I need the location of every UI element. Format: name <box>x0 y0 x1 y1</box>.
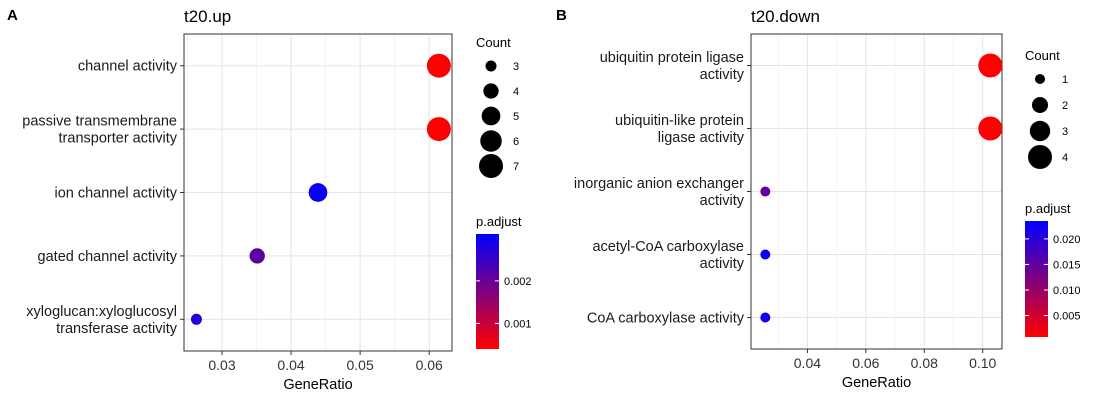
colorbar-tick-label: 0.005 <box>1053 311 1081 323</box>
y-tick-label: acetyl-CoA carboxylase <box>592 239 744 255</box>
panel-label: B <box>556 7 567 24</box>
y-tick-label: inorganic anion exchanger <box>574 176 744 192</box>
count-legend-label: 6 <box>513 136 519 148</box>
colorbar-tick-label: 0.020 <box>1053 234 1081 246</box>
data-point <box>426 117 451 142</box>
y-tick-label: activity <box>700 193 745 209</box>
colorbar-tick-label: 0.001 <box>504 318 532 330</box>
count-legend-key <box>485 60 497 72</box>
y-tick-label: ubiquitin protein ligase <box>600 50 744 66</box>
y-tick-label: ligase activity <box>658 130 745 146</box>
x-tick-label: 0.06 <box>416 357 443 373</box>
x-tick-label: 0.06 <box>852 355 879 371</box>
p-adjust-legend-title: p.adjust <box>1025 201 1071 216</box>
count-legend-label: 3 <box>1062 126 1068 138</box>
count-legend-label: 4 <box>513 86 519 98</box>
count-legend-title: Count <box>476 35 511 50</box>
y-tick-label: ubiquitin-like protein <box>615 113 744 129</box>
x-tick-label: 0.03 <box>208 357 235 373</box>
data-point <box>978 116 1003 141</box>
y-tick-label: ion channel activity <box>54 186 177 202</box>
data-point <box>308 183 328 202</box>
count-legend-label: 1 <box>1062 74 1068 86</box>
y-tick-label: xyloglucan:xyloglucosyl <box>26 304 177 320</box>
y-tick-label: passive transmembrane <box>22 114 177 130</box>
gridlines <box>184 34 452 351</box>
y-tick-label: channel activity <box>78 59 178 75</box>
y-tick-label: transporter activity <box>59 131 178 147</box>
count-legend-key <box>1028 145 1052 169</box>
plot-title: t20.down <box>751 7 820 26</box>
count-legend-key <box>479 154 503 178</box>
y-tick-label: activity <box>700 256 745 272</box>
data-point <box>978 53 1003 78</box>
x-axis-title: GeneRatio <box>283 377 352 393</box>
colorbar-tick-label: 0.002 <box>504 276 532 288</box>
y-tick-label: gated channel activity <box>38 249 178 265</box>
plot-title: t20.up <box>184 7 231 26</box>
gridlines <box>751 34 1002 349</box>
count-legend-key <box>483 83 499 99</box>
x-tick-label: 0.08 <box>911 355 938 371</box>
data-point <box>426 53 451 78</box>
data-point <box>190 313 202 325</box>
count-legend-key <box>1031 96 1049 114</box>
count-legend-label: 7 <box>513 161 519 173</box>
count-legend-label: 2 <box>1062 100 1068 112</box>
count-legend-key <box>1029 120 1051 142</box>
count-legend-key <box>480 130 502 152</box>
data-point <box>249 248 265 264</box>
data-point <box>760 186 771 197</box>
x-tick-label: 0.04 <box>794 355 821 371</box>
p-adjust-legend-title: p.adjust <box>476 214 522 229</box>
p-adjust-colorbar <box>1025 221 1048 337</box>
x-tick-label: 0.10 <box>969 355 996 371</box>
y-tick-label: activity <box>700 67 745 83</box>
count-legend-key <box>481 106 501 126</box>
count-legend-label: 3 <box>513 61 519 73</box>
count-legend-label: 5 <box>513 111 519 123</box>
data-point <box>760 249 771 260</box>
colorbar-tick-label: 0.015 <box>1053 259 1081 271</box>
data-point <box>760 312 771 323</box>
x-axis-title: GeneRatio <box>842 375 911 391</box>
panel-label: A <box>7 7 18 24</box>
y-tick-label: transferase activity <box>56 321 178 337</box>
count-legend-title: Count <box>1025 48 1060 63</box>
x-tick-label: 0.04 <box>277 357 304 373</box>
p-adjust-legend: p.adjust 0.001 0.002 <box>476 214 532 349</box>
p-adjust-colorbar <box>476 234 499 349</box>
count-legend-label: 4 <box>1062 152 1068 164</box>
colorbar-tick-label: 0.010 <box>1053 285 1081 297</box>
count-legend-key <box>1035 74 1045 84</box>
y-tick-label: CoA carboxylase activity <box>587 311 745 327</box>
x-tick-label: 0.05 <box>347 357 374 373</box>
p-adjust-legend: p.adjust 0.005 0.010 0.015 0.020 <box>1025 201 1081 337</box>
